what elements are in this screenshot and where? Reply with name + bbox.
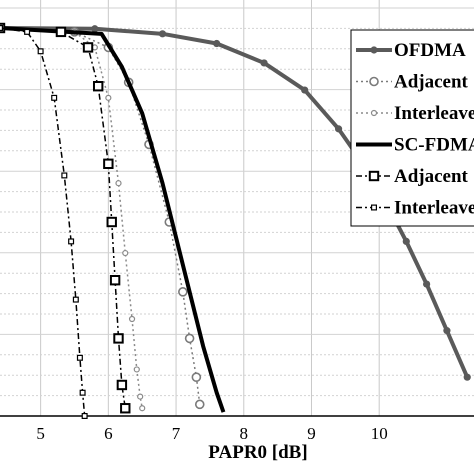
data-point [105, 94, 112, 101]
legend-label: Adjacent [394, 166, 469, 187]
series-line [0, 26, 226, 413]
data-point [122, 249, 129, 257]
data-point [443, 327, 451, 335]
series-5 [0, 25, 88, 420]
legend-marker [368, 170, 380, 182]
x-tick-label: 9 [307, 424, 316, 443]
series-line [0, 27, 143, 409]
legend-label: Adjacent [394, 72, 469, 93]
data-point [82, 42, 94, 53]
data-point [76, 354, 83, 361]
legend-marker [371, 204, 378, 211]
legend-item: Adjacent [356, 166, 469, 187]
data-point [194, 399, 205, 410]
legend-item: Adjacent [356, 72, 469, 93]
data-point [91, 25, 99, 33]
data-point [402, 237, 410, 245]
legend-marker [370, 46, 378, 54]
data-point [158, 30, 167, 38]
data-point [51, 94, 58, 101]
data-point [0, 25, 4, 32]
x-tick-label: 5 [36, 424, 45, 443]
data-point [213, 39, 221, 48]
x-tick-label: 10 [371, 424, 388, 443]
legend-box [350, 29, 474, 227]
data-point [109, 275, 121, 286]
data-point [334, 125, 343, 133]
series-line [0, 27, 127, 409]
data-point [106, 216, 117, 228]
data-point [120, 403, 131, 414]
legend-marker [369, 76, 379, 87]
legend-item: Interleaved [356, 198, 474, 219]
data-point [178, 287, 188, 297]
series-line [0, 27, 86, 417]
legend-item: Interleaved [356, 103, 474, 124]
x-tick-labels: 5 6 7 8 9 10 [36, 424, 387, 443]
legend-marker [370, 109, 378, 117]
data-point [116, 379, 128, 391]
legend-label: OFDMA [394, 40, 466, 61]
series-2 [0, 24, 146, 412]
data-point [103, 158, 114, 170]
data-point [81, 413, 88, 420]
data-point [301, 86, 309, 94]
x-tick-label: 8 [240, 424, 249, 443]
data-point [61, 172, 68, 179]
series-line [0, 27, 201, 405]
x-axis-title: PAPR0 [dB] [208, 442, 307, 463]
x-tick-label: 6 [104, 424, 113, 443]
series-0 [0, 24, 471, 381]
data-point [55, 26, 67, 38]
data-point [463, 373, 471, 381]
x-tick-label: 7 [172, 424, 181, 443]
data-point [37, 48, 44, 55]
data-point [24, 28, 31, 35]
data-point [115, 180, 122, 187]
series-3 [0, 26, 226, 413]
data-point [68, 238, 75, 245]
data-point [72, 296, 79, 303]
legend-label: Interleaved [394, 103, 474, 124]
data-point [128, 315, 136, 323]
data-point [260, 59, 268, 67]
data-point [133, 366, 140, 373]
legend-item: SC-FDMA [356, 135, 474, 156]
data-point [92, 81, 104, 92]
data-point [191, 372, 202, 383]
data-point [79, 389, 86, 396]
legend: OFDMA Adjacent Interleaved SC-FDMA Adjacent I… [350, 29, 474, 227]
legend-label: SC-FDMA [394, 135, 474, 156]
legend-label: Interleaved [394, 198, 474, 219]
legend-item: OFDMA [356, 40, 466, 61]
series-layer [0, 22, 471, 420]
series-4 [0, 22, 131, 414]
data-point [137, 393, 144, 400]
data-point [139, 405, 146, 412]
data-point [184, 333, 195, 344]
data-point [423, 280, 431, 288]
data-point [113, 333, 124, 344]
